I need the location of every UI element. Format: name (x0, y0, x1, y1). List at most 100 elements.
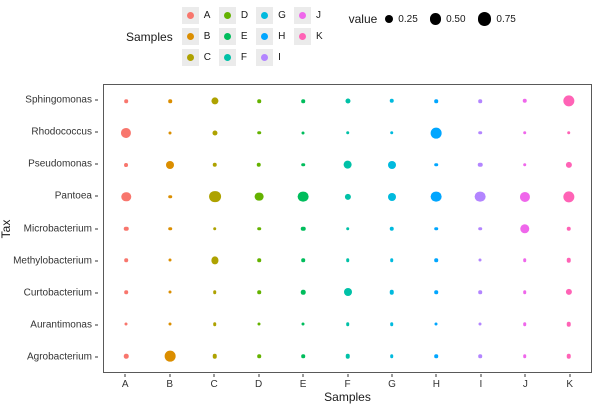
bubble-B-Curtobacterium (168, 290, 172, 294)
bubble-K-Sphingomonas (563, 95, 575, 107)
legend-key-label: B (203, 31, 211, 42)
bubble-B-Pseudomonas (166, 160, 175, 169)
y-tick-mark (95, 195, 98, 197)
y-tick-mark (95, 324, 98, 326)
bubble-G-Pseudomonas (387, 160, 396, 169)
legend-key-dot (261, 54, 269, 61)
x-tick-label-B: B (166, 379, 174, 390)
value-legend-label: 0.50 (446, 13, 466, 25)
legend-key-B: B (181, 27, 211, 46)
x-tick-label-K: K (566, 379, 574, 390)
legend-key-G: G (256, 6, 286, 25)
bubble-H-Agrobacterium (434, 354, 438, 358)
legend-key-box (181, 28, 199, 45)
bubble-J-Microbacterium (519, 223, 530, 234)
bubble-J-Aurantimonas (522, 322, 527, 326)
bubble-C-Microbacterium (212, 226, 217, 231)
bubble-E-Agrobacterium (301, 354, 305, 358)
bubble-J-Pantoea (519, 191, 530, 202)
bubble-H-Microbacterium (434, 226, 438, 231)
legend-key-dot (186, 33, 194, 40)
bubble-H-Rhodococcus (430, 127, 442, 139)
bubble-E-Microbacterium (300, 226, 306, 231)
bubble-I-Agrobacterium (478, 354, 483, 358)
bubble-C-Sphingomonas (211, 97, 219, 105)
bubble-D-Microbacterium (257, 226, 261, 231)
bubble-J-Pseudomonas (522, 162, 527, 167)
bubble-A-Aurantimonas (124, 322, 128, 326)
value-legend-label: 0.25 (398, 13, 418, 25)
bubble-I-Sphingomonas (478, 99, 483, 103)
legend-key-label: D (240, 10, 249, 21)
value-legend-keys: 0.25 0.50 0.75 (385, 12, 516, 26)
x-tick-label-F: F (344, 379, 351, 390)
legend-key-box (218, 28, 236, 45)
bubble-F-Agrobacterium (345, 353, 350, 359)
y-tick-label-Methylobacterium: Methylobacterium (13, 255, 92, 267)
bubble-G-Microbacterium (389, 226, 395, 231)
value-legend-dot (429, 13, 442, 25)
bubble-D-Pseudomonas (256, 162, 262, 167)
bubble-B-Methylobacterium (168, 258, 172, 262)
bubble-C-Curtobacterium (212, 290, 217, 295)
bubble-H-Pseudomonas (434, 162, 438, 167)
legend-key-dot (223, 33, 231, 40)
bubble-E-Pseudomonas (301, 162, 305, 167)
value-legend-label: 0.75 (496, 13, 516, 25)
x-tick-mark (524, 374, 526, 377)
legend-key-box (218, 7, 236, 24)
bubble-B-Microbacterium (168, 226, 173, 231)
legend-key-dot (223, 12, 231, 19)
x-tick-label-A: A (121, 379, 129, 390)
bubble-G-Pantoea (387, 192, 396, 201)
legend-key-F: F (218, 48, 248, 67)
bubble-I-Pseudomonas (478, 162, 483, 167)
legend-key-label: C (203, 52, 211, 63)
bubble-F-Microbacterium (345, 226, 350, 231)
bubble-A-Methylobacterium (124, 258, 128, 263)
bubble-F-Pseudomonas (343, 160, 352, 170)
legend-key-dot (186, 54, 194, 61)
legend-key-dot (223, 54, 231, 61)
samples-legend-title: Samples (126, 29, 173, 44)
x-tick-label-E: E (299, 379, 307, 390)
bubble-D-Curtobacterium (257, 290, 261, 295)
legend-key-dot (298, 33, 306, 40)
legend-key-label: A (203, 10, 211, 21)
legend-key-I: I (256, 48, 286, 67)
legend-key-label: K (315, 31, 323, 42)
legend-key-J: J (293, 6, 323, 25)
x-tick-mark (169, 374, 171, 377)
value-legend-key: 0.75 (477, 12, 516, 26)
legend-key-box (218, 49, 236, 66)
y-tick-mark (95, 99, 98, 101)
legend-key-K: K (293, 27, 323, 46)
legend-key-dot (298, 12, 306, 19)
plot-panel (103, 84, 592, 373)
value-legend-title: value (348, 12, 378, 26)
bubble-E-Sphingomonas (301, 99, 305, 103)
bubble-G-Aurantimonas (389, 322, 394, 326)
legend-key-label: F (240, 52, 248, 63)
x-tick-label-H: H (432, 379, 441, 390)
bubble-B-Aurantimonas (168, 322, 172, 326)
bubble-D-Agrobacterium (257, 354, 261, 358)
bubble-I-Aurantimonas (478, 322, 482, 326)
y-tick-mark (95, 228, 98, 229)
value-legend-dot (385, 15, 394, 23)
legend-key-label: J (315, 10, 321, 21)
bubble-J-Agrobacterium (522, 354, 527, 358)
legend-key-D: D (218, 6, 249, 25)
bubble-K-Curtobacterium (565, 289, 572, 296)
legend-key-E: E (218, 27, 248, 46)
y-tick-mark (95, 163, 98, 165)
x-tick-mark (435, 374, 437, 377)
legend-key-label: I (278, 52, 281, 63)
legend-key-label: H (278, 31, 286, 42)
legend-key-dot (261, 33, 269, 40)
bubble-J-Methylobacterium (522, 258, 527, 263)
bubble-D-Methylobacterium (257, 258, 261, 263)
y-tick-label-Rhodococcus: Rhodococcus (31, 126, 92, 138)
